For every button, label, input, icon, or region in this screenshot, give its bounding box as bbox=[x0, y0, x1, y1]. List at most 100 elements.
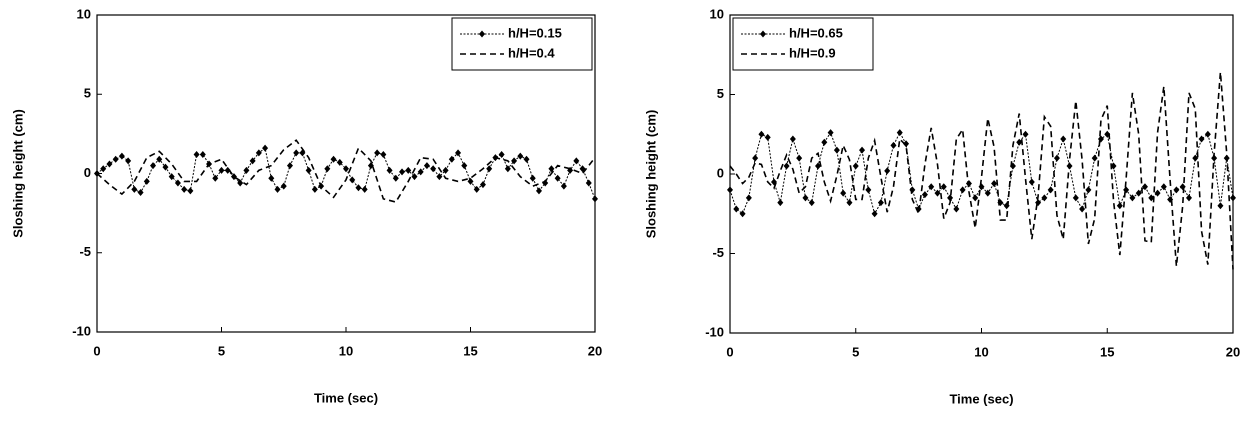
x-tick-label: 15 bbox=[463, 343, 477, 358]
series-marker bbox=[511, 157, 518, 165]
series-marker bbox=[827, 129, 834, 137]
legend-label: h/H=0.65 bbox=[789, 25, 843, 40]
series-marker bbox=[1141, 183, 1148, 191]
series-marker bbox=[1085, 186, 1092, 194]
series-marker bbox=[796, 154, 803, 162]
series-marker bbox=[212, 174, 219, 182]
series-marker bbox=[417, 168, 424, 176]
y-tick-label: 10 bbox=[710, 6, 724, 21]
series-marker bbox=[486, 165, 493, 173]
series-marker bbox=[374, 149, 381, 157]
series-marker bbox=[928, 183, 935, 191]
series-marker bbox=[959, 186, 966, 194]
series-marker bbox=[193, 150, 200, 158]
series-marker bbox=[1022, 130, 1029, 138]
y-tick-label: -5 bbox=[712, 245, 724, 260]
series-marker bbox=[448, 155, 455, 163]
series-marker bbox=[262, 144, 269, 152]
series-marker bbox=[1204, 130, 1211, 138]
series-marker bbox=[517, 152, 524, 160]
series-marker bbox=[1179, 183, 1186, 191]
x-tick-label: 0 bbox=[93, 343, 100, 358]
series-marker bbox=[1148, 194, 1155, 202]
series-marker bbox=[386, 166, 393, 174]
y-tick-label: -10 bbox=[705, 324, 724, 339]
series-marker bbox=[752, 154, 759, 162]
legend-label: h/H=0.9 bbox=[789, 45, 836, 60]
series-marker bbox=[871, 210, 878, 218]
x-tick-label: 10 bbox=[339, 343, 353, 358]
series-marker bbox=[745, 194, 752, 202]
series-marker bbox=[592, 195, 598, 203]
series-marker bbox=[984, 189, 991, 197]
series-marker bbox=[789, 135, 796, 143]
series-marker bbox=[311, 185, 318, 193]
series-marker bbox=[131, 185, 138, 193]
series-marker bbox=[972, 194, 979, 202]
series-marker bbox=[168, 173, 175, 181]
series-marker bbox=[118, 152, 125, 160]
series-marker bbox=[112, 155, 119, 163]
series-marker bbox=[727, 186, 733, 194]
series-marker bbox=[411, 173, 418, 181]
y-tick-label: -5 bbox=[79, 244, 91, 259]
y-tick-label: 5 bbox=[84, 86, 91, 101]
series-marker bbox=[336, 158, 343, 166]
y-tick-label: 0 bbox=[84, 165, 91, 180]
y-axis-title: Sloshing height (cm) bbox=[643, 110, 658, 239]
series-marker bbox=[442, 166, 449, 174]
series-marker bbox=[150, 162, 157, 170]
legend-box bbox=[732, 17, 874, 71]
series-marker bbox=[187, 187, 194, 195]
y-axis-title: Sloshing height (cm) bbox=[10, 109, 25, 238]
series-marker bbox=[1060, 135, 1067, 143]
series-marker bbox=[504, 165, 511, 173]
series-marker bbox=[733, 205, 740, 213]
series-marker bbox=[137, 189, 144, 197]
series-marker bbox=[764, 133, 771, 141]
series-marker bbox=[529, 174, 536, 182]
series-marker bbox=[953, 205, 960, 213]
series-marker bbox=[783, 162, 790, 170]
x-tick-label: 15 bbox=[1100, 344, 1114, 359]
x-tick-label: 20 bbox=[1226, 344, 1240, 359]
series-marker bbox=[399, 168, 406, 176]
series-marker bbox=[523, 155, 530, 163]
series-marker bbox=[343, 165, 349, 173]
series-marker bbox=[405, 166, 412, 174]
y-tick-label: 0 bbox=[717, 165, 724, 180]
series-marker bbox=[934, 189, 941, 197]
legend-marker bbox=[479, 30, 485, 38]
series-marker bbox=[268, 174, 275, 182]
series-marker bbox=[1072, 194, 1079, 202]
series-marker bbox=[392, 174, 399, 182]
series-marker bbox=[467, 177, 474, 185]
x-axis-title: Time (sec) bbox=[949, 391, 1013, 406]
series-marker bbox=[156, 155, 163, 163]
series-marker bbox=[884, 167, 891, 175]
series-marker bbox=[174, 179, 181, 187]
series-marker bbox=[324, 165, 331, 173]
series-marker bbox=[846, 199, 853, 207]
x-tick-label: 0 bbox=[726, 344, 733, 359]
series-marker bbox=[852, 162, 859, 170]
series-marker bbox=[1041, 194, 1048, 202]
series-marker bbox=[840, 189, 847, 197]
series-marker bbox=[1016, 138, 1023, 146]
series-marker bbox=[498, 150, 505, 158]
x-tick-label: 10 bbox=[974, 344, 988, 359]
series-marker bbox=[777, 199, 784, 207]
series-marker bbox=[821, 138, 828, 146]
series-marker bbox=[865, 186, 872, 194]
series-marker bbox=[181, 185, 188, 193]
series-marker bbox=[758, 130, 765, 138]
series-marker bbox=[909, 186, 916, 194]
series-marker bbox=[1154, 189, 1161, 197]
series-marker bbox=[890, 141, 897, 149]
series-line bbox=[729, 72, 1234, 270]
series-marker bbox=[355, 184, 362, 192]
y-tick-label: 5 bbox=[717, 86, 724, 101]
series-marker bbox=[903, 140, 910, 148]
series-marker bbox=[100, 165, 107, 173]
